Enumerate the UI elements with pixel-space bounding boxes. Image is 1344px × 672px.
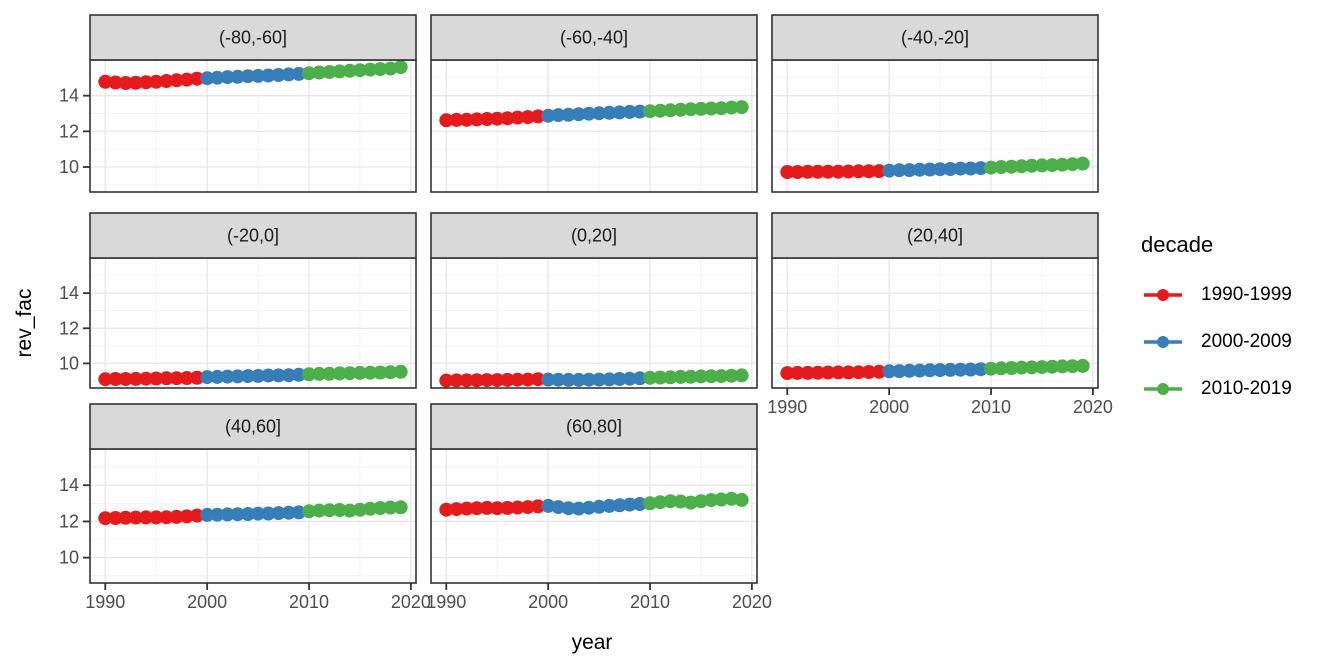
legend-item-label: 2010-2019 xyxy=(1201,378,1292,399)
facet-panel-(-80,-60]: (-80,-60] 10 12 14 xyxy=(59,14,417,193)
legend-item: 2000-2009 xyxy=(1141,331,1292,353)
x-tick-label: 2000 xyxy=(187,592,227,612)
y-tick-label: 12 xyxy=(59,511,79,531)
legend-item: 2010-2019 xyxy=(1141,378,1292,400)
facet-panel-(0,20]: (0,20] xyxy=(430,212,758,389)
x-axis-title: year xyxy=(571,631,613,654)
facet-strip-label: (-80,-60] xyxy=(219,28,287,48)
x-tick-label: 2020 xyxy=(732,592,772,612)
y-tick-label: 10 xyxy=(59,548,79,568)
facet-panel-(40,60]: (40,60] 10 12 14 1990 2000 2010 2020 xyxy=(59,403,431,612)
legend: decade 1990-1999 2000-2009 2010-2019 xyxy=(1141,232,1292,425)
facet-strip-label: (-60,-40] xyxy=(560,28,628,48)
facet-panel-(-20,0]: (-20,0] 10 12 14 xyxy=(59,212,417,389)
legend-item: 1990-1999 xyxy=(1141,284,1292,306)
facet-panel-(-40,-20]: (-40,-20] xyxy=(771,14,1099,193)
legend-item-label: 2000-2009 xyxy=(1201,331,1292,352)
facet-panel-(60,80]: (60,80] 1990 2000 2010 2020 xyxy=(426,403,772,612)
legend-title: decade xyxy=(1141,232,1214,257)
facet-strip xyxy=(89,212,417,259)
x-tick-label: 1990 xyxy=(426,592,466,612)
y-tick-label: 10 xyxy=(59,353,79,373)
legend-key-icon xyxy=(1144,336,1182,348)
facet-strip xyxy=(430,14,758,61)
y-tick-label: 12 xyxy=(59,121,79,141)
legend-item-label: 1990-1999 xyxy=(1201,284,1292,305)
facet-strip xyxy=(771,14,1099,61)
y-tick-label: 10 xyxy=(59,157,79,177)
y-tick-label: 12 xyxy=(59,318,79,338)
x-tick-label: 2020 xyxy=(391,592,431,612)
x-tick-label: 1990 xyxy=(767,397,807,417)
facet-strip-label: (0,20] xyxy=(571,226,617,246)
facet-strip-label: (60,80] xyxy=(566,417,622,437)
facet-strip xyxy=(771,212,1099,259)
x-tick-label: 2010 xyxy=(289,592,329,612)
x-tick-label: 1990 xyxy=(85,592,125,612)
legend-key-icon xyxy=(1144,383,1182,395)
facet-strip xyxy=(430,403,758,450)
y-tick-label: 14 xyxy=(59,475,79,495)
y-axis-title: rev_fac xyxy=(13,288,36,358)
facet-strip xyxy=(430,212,758,259)
facet-strip xyxy=(89,14,417,61)
x-tick-label: 2010 xyxy=(971,397,1011,417)
facet-strip-label: (-40,-20] xyxy=(901,28,969,48)
x-tick-label: 2000 xyxy=(528,592,568,612)
x-tick-label: 2000 xyxy=(869,397,909,417)
facet-panel-(-60,-40]: (-60,-40] xyxy=(430,14,758,193)
facet-strip-label: (20,40] xyxy=(907,226,963,246)
facet-strip-label: (40,60] xyxy=(225,417,281,437)
facet-strip xyxy=(89,403,417,450)
facet-panel-(20,40]: (20,40] 1990 2000 2010 2020 xyxy=(767,212,1113,417)
legend-key-icon xyxy=(1144,289,1182,301)
y-tick-label: 14 xyxy=(59,86,79,106)
y-tick-label: 14 xyxy=(59,283,79,303)
facet-strip-label: (-20,0] xyxy=(227,226,279,246)
x-tick-label: 2020 xyxy=(1073,397,1113,417)
x-tick-label: 2010 xyxy=(630,592,670,612)
